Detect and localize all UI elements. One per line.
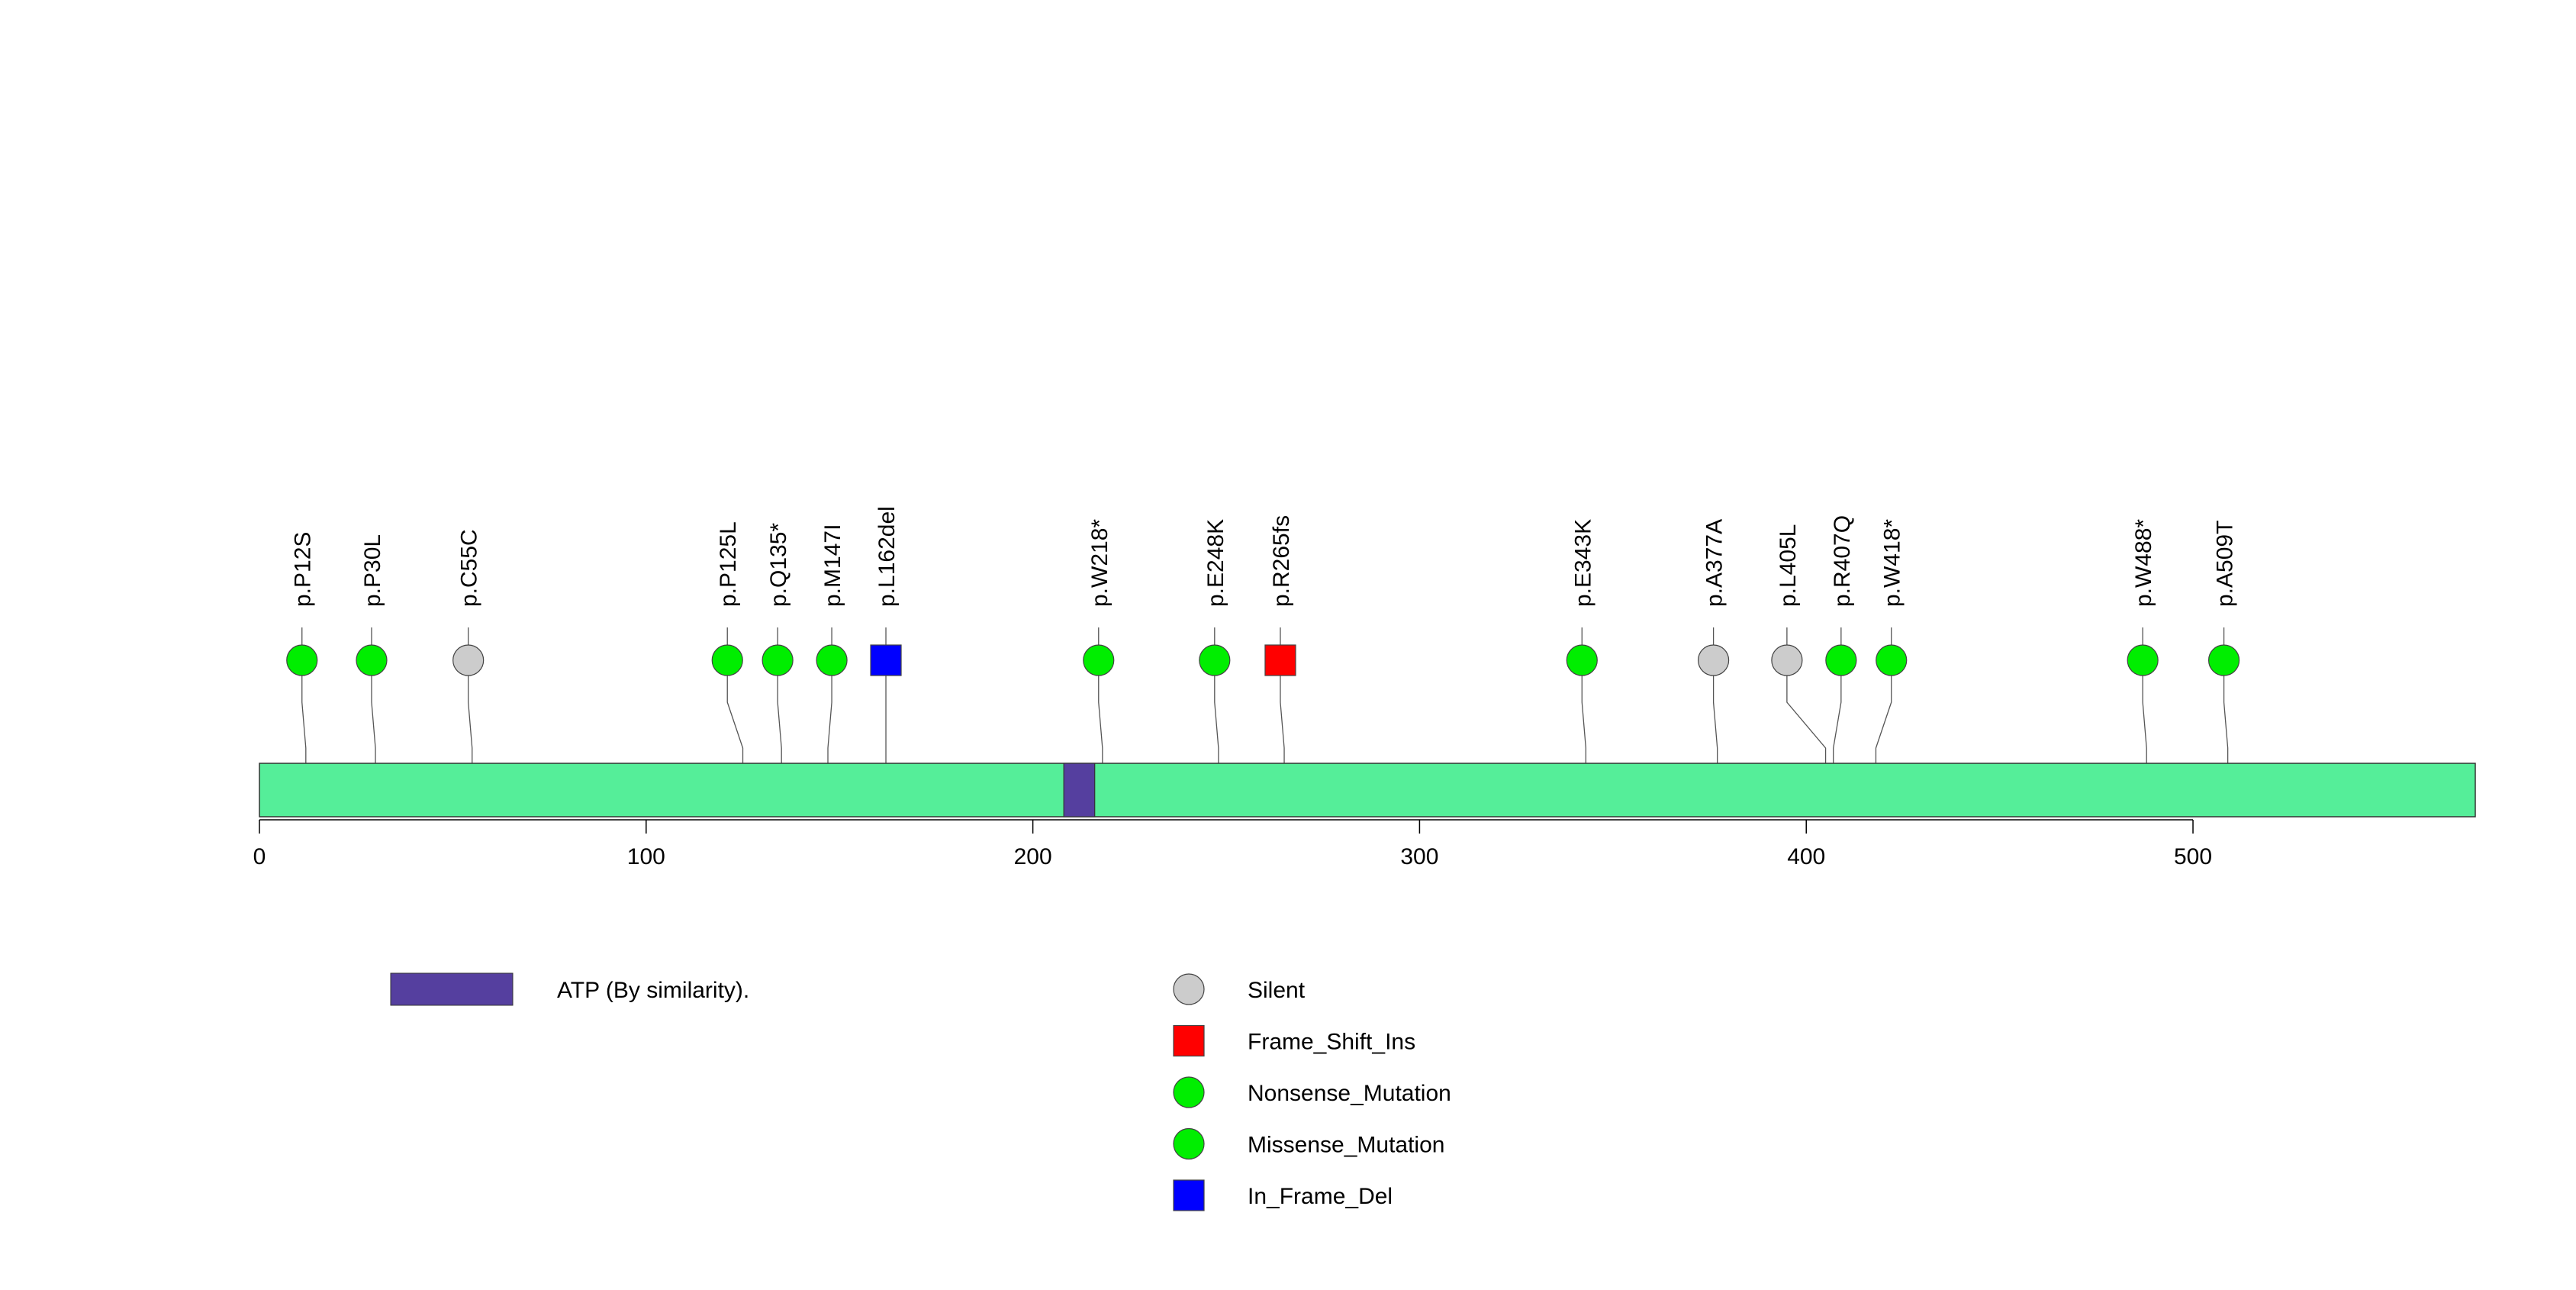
mutation-label-p-w488: p.W488*	[2131, 519, 2156, 607]
legend-label-missense-mutation: Missense_Mutation	[1248, 1133, 1444, 1158]
marker-p-p125l	[711, 644, 743, 676]
domain-legend-label: ATP (By similarity).	[557, 978, 749, 1003]
marker-p-q135	[762, 644, 794, 676]
legend-marker-in-frame-del	[1173, 1179, 1205, 1211]
mutation-label-p-p125l: p.P125L	[716, 521, 741, 607]
marker-p-l162del	[870, 644, 902, 676]
x-axis: 0 100 200 300 400 500	[253, 819, 2212, 869]
mutation-labels: p.P12S p.P30L p.C55C p.P125L p.Q135* p.M147I p…	[291, 506, 2238, 607]
marker-p-e248k	[1199, 644, 1231, 676]
axis-tick-label-400: 400	[1787, 844, 1825, 869]
mutation-label-p-a509t: p.A509T	[2213, 521, 2238, 607]
marker-p-w418	[1876, 644, 1908, 676]
marker-p-e343k	[1566, 644, 1598, 676]
marker-p-r407q	[1825, 644, 1857, 676]
protein-track	[259, 763, 2476, 818]
marker-p-c55c	[452, 644, 485, 676]
marker-p-r265fs	[1264, 644, 1296, 676]
domain-legend-swatch	[390, 972, 514, 1006]
marker-p-l405l	[1771, 644, 1803, 676]
domain-legend: ATP (By similarity).	[390, 972, 749, 1006]
axis-tick-label-500: 500	[2174, 844, 2212, 869]
domain-atp-by-similarity	[1063, 763, 1096, 818]
mutation-label-p-r265fs: p.R265fs	[1269, 515, 1294, 607]
mutation-type-legend: Silent Frame_Shift_Ins Nonsense_Mutation Mi…	[1173, 973, 1451, 1211]
mutation-label-p-e343k: p.E343K	[1570, 519, 1596, 607]
axis-tick-label-0: 0	[253, 844, 266, 869]
legend-marker-silent	[1173, 973, 1205, 1005]
marker-p-a377a	[1697, 644, 1730, 676]
mutation-label-p-w418: p.W418*	[1880, 519, 1905, 607]
mutation-label-p-r407q: p.R407Q	[1830, 515, 1855, 607]
protein-bar	[259, 763, 2476, 818]
mutation-label-p-l162del: p.L162del	[874, 506, 900, 607]
mutation-label-p-c55c: p.C55C	[457, 529, 482, 607]
mutation-label-p-a377a: p.A377A	[1702, 519, 1728, 607]
legend-marker-missense-mutation	[1173, 1127, 1205, 1160]
marker-p-m147i	[816, 644, 848, 676]
marker-p-w488	[2127, 644, 2159, 676]
mutation-label-p-w218: p.W218*	[1087, 519, 1113, 607]
mutation-label-p-l405l: p.L405L	[1776, 524, 1801, 607]
mutation-label-p-p30l: p.P30L	[360, 534, 385, 607]
marker-p-a509t	[2207, 644, 2240, 676]
marker-p-p30l	[356, 644, 388, 676]
legend-label-silent: Silent	[1248, 978, 1306, 1003]
mutation-label-p-m147i: p.M147I	[820, 524, 845, 607]
mutation-label-p-p12s: p.P12S	[291, 532, 316, 607]
mutation-label-p-q135: p.Q135*	[766, 523, 791, 607]
mutation-label-p-e248k: p.E248K	[1203, 519, 1228, 607]
legend-marker-nonsense-mutation	[1173, 1076, 1205, 1108]
marker-p-w218	[1083, 644, 1115, 676]
mutation-markers	[286, 644, 2240, 676]
legend-label-in-frame-del: In_Frame_Del	[1248, 1184, 1393, 1209]
marker-p-p12s	[286, 644, 318, 676]
domain-group	[1063, 763, 1096, 818]
axis-tick-label-200: 200	[1014, 844, 1052, 869]
axis-tick-label-300: 300	[1400, 844, 1438, 869]
legend-label-frame-shift-ins: Frame_Shift_Ins	[1248, 1030, 1415, 1055]
legend-label-nonsense-mutation: Nonsense_Mutation	[1248, 1081, 1451, 1106]
axis-tick-label-100: 100	[627, 844, 665, 869]
legend-marker-frame-shift-ins	[1173, 1024, 1205, 1057]
